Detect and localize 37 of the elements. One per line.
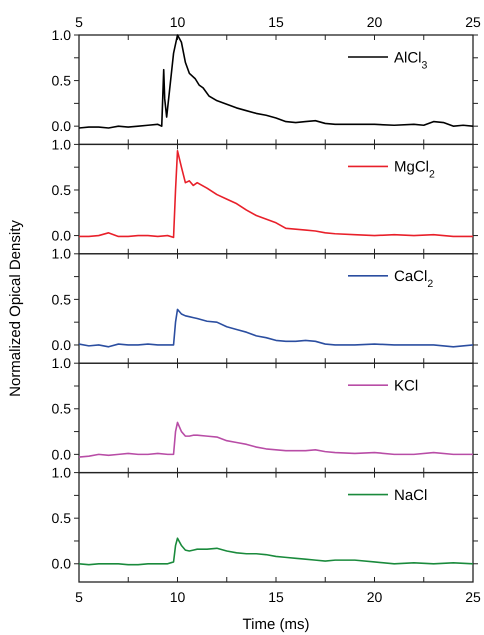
y-tick-label: 0.0 xyxy=(52,446,72,462)
y-tick-label: 1.0 xyxy=(52,355,72,372)
x-tick-label: 5 xyxy=(75,589,84,605)
y-tick-label: 0.5 xyxy=(52,400,72,417)
x-tick-label: 10 xyxy=(170,589,186,605)
x2-tick-label: 10 xyxy=(170,14,186,30)
x-tick-label: 20 xyxy=(366,589,382,605)
y-tick-label: 1.0 xyxy=(52,246,72,262)
legend-label: KCl xyxy=(394,377,418,394)
y-tick-label: 0.0 xyxy=(52,118,72,134)
y-tick-label: 0.5 xyxy=(52,182,72,198)
legend-label: MgCl$_{2}$ xyxy=(394,158,436,181)
line-series xyxy=(78,150,474,238)
x2-tick-label: 5 xyxy=(75,14,84,30)
x2-tick-label: 25 xyxy=(465,14,481,30)
x-axis-title: Time (ms) xyxy=(242,616,310,633)
y-tick-label: 0.5 xyxy=(52,72,72,88)
line-series xyxy=(78,422,474,458)
y-tick-label: 0.5 xyxy=(52,291,72,308)
y-tick-label: 0.0 xyxy=(52,227,72,244)
legend-label: NaCl xyxy=(394,486,428,504)
line-series xyxy=(78,34,474,129)
y-tick-label: 0.0 xyxy=(52,336,72,353)
y-axis-title: Normalized Opical Density xyxy=(7,220,24,397)
x2-tick-label: 15 xyxy=(268,14,284,30)
y-tick-label: 0.0 xyxy=(52,556,72,572)
legend-label: CaCl$_{2}$ xyxy=(394,268,434,290)
y-tick-label: 1.0 xyxy=(52,136,72,152)
x2-tick-label: 20 xyxy=(366,14,382,30)
line-series xyxy=(78,308,474,348)
legend-label: AlCl$_{3}$ xyxy=(394,49,428,72)
y-tick-label: 1.0 xyxy=(52,464,72,480)
x-tick-label: 15 xyxy=(268,589,284,605)
line-series xyxy=(78,537,474,566)
y-tick-label: 0.5 xyxy=(52,510,72,526)
y-tick-label: 1.0 xyxy=(52,26,72,43)
x-tick-label: 25 xyxy=(465,589,481,605)
